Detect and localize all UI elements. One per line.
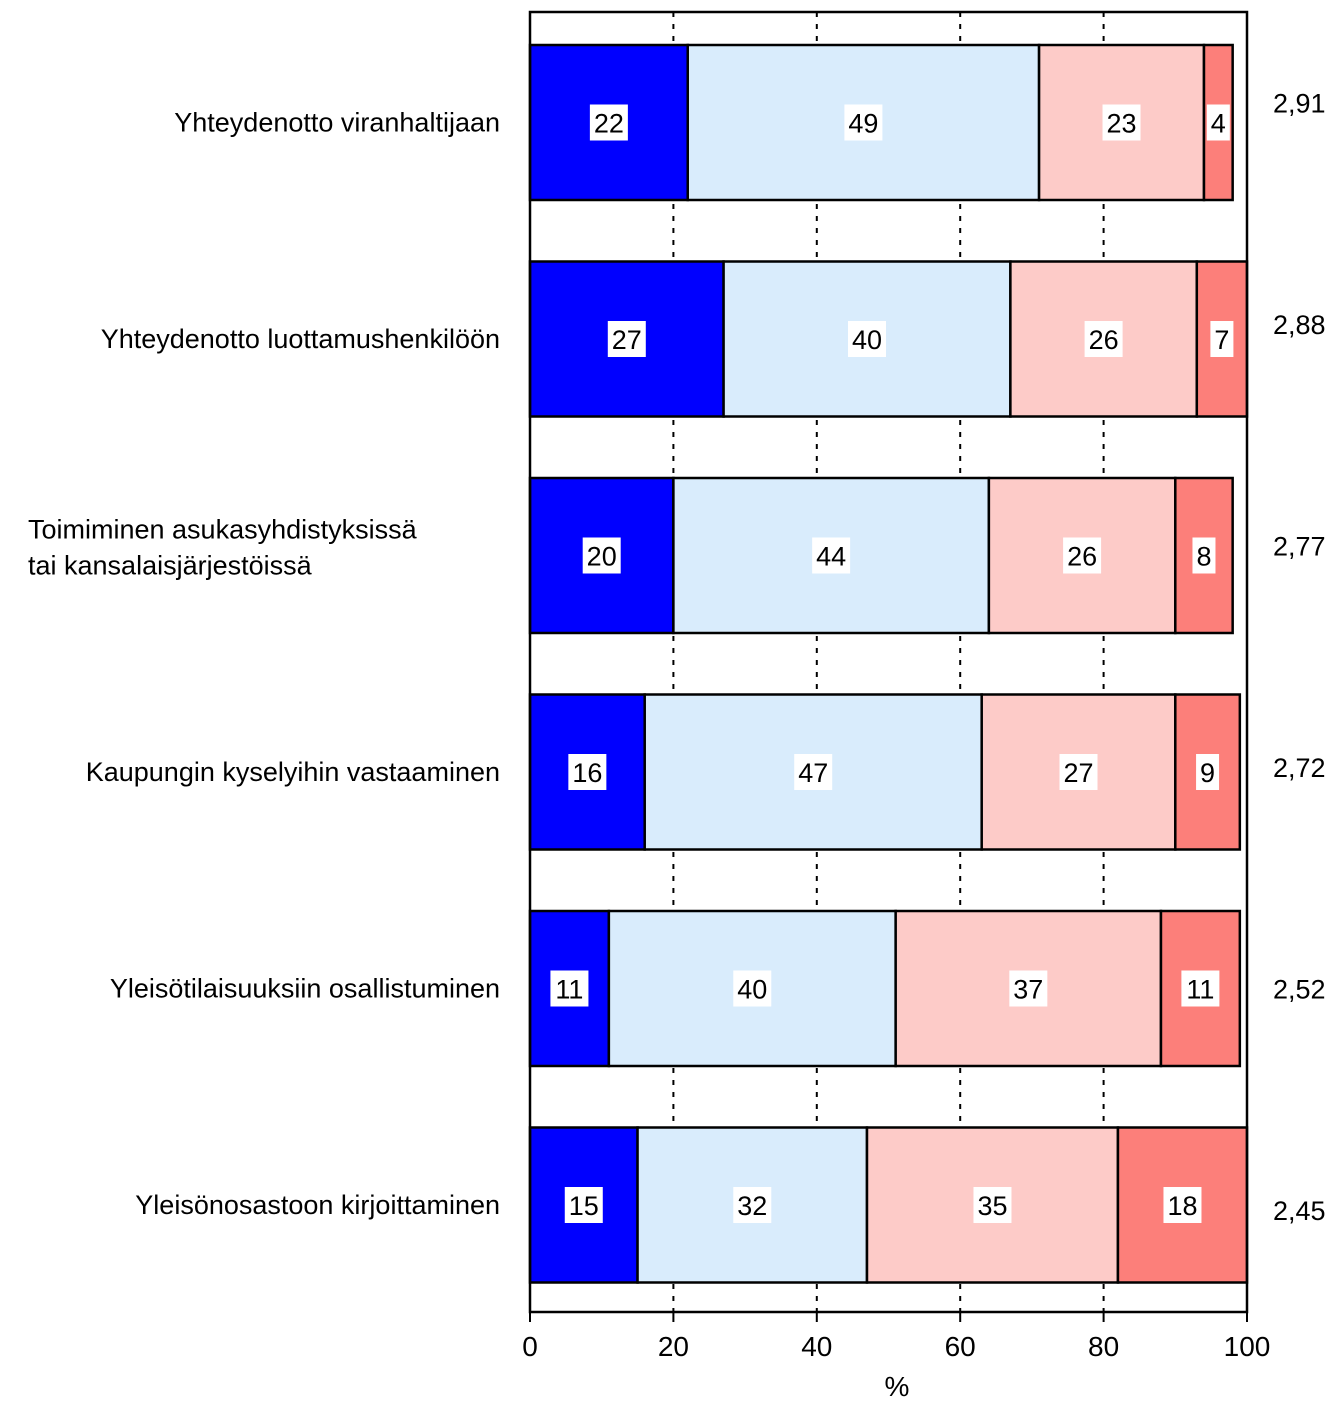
data-label-bg-5-0 (564, 1187, 603, 1223)
data-label-bg-5-1 (733, 1187, 772, 1223)
data-label-bg-3-3 (1196, 754, 1220, 790)
x-axis-title: % (885, 1371, 910, 1402)
data-label-bg-4-0 (550, 970, 589, 1007)
data-label-0-3: 4 (1211, 109, 1226, 139)
x-tick-label-20: 20 (658, 1331, 689, 1362)
data-label-2-0: 20 (587, 542, 617, 572)
x-axis: 0 20 40 60 80 100 (522, 1312, 1270, 1362)
category-label-1: Yhteydenotto luottamushenkilöön (101, 324, 500, 354)
plot-frame (528, 10, 1249, 1314)
score-labels: 2,91 2,88 2,77 2,72 2,52 2,45 (1273, 89, 1326, 1227)
data-label-2-2: 26 (1067, 542, 1097, 572)
score-label-1: 2,88 (1273, 310, 1326, 340)
data-label-bg-4-1 (733, 970, 772, 1007)
data-label-bg-4-2 (1009, 970, 1048, 1007)
data-label-3-2: 27 (1063, 758, 1093, 788)
data-label-5-3: 18 (1167, 1191, 1197, 1221)
gridlines (672, 12, 1105, 1312)
data-label-1-1: 40 (852, 325, 882, 355)
score-label-4: 2,52 (1273, 975, 1326, 1005)
score-label-5: 2,45 (1273, 1196, 1326, 1226)
data-label-0-1: 49 (848, 109, 878, 139)
data-label-3-0: 16 (572, 758, 602, 788)
data-label-3-1: 47 (798, 758, 828, 788)
score-label-3: 2,72 (1273, 753, 1326, 783)
data-label-bg-1-3 (1210, 321, 1234, 357)
category-label-0: Yhteydenotto viranhaltijaan (174, 108, 500, 138)
category-label-2-line-0: Toimiminen asukasyhdistyksissä (28, 515, 418, 545)
x-tick-label-60: 60 (945, 1331, 976, 1362)
category-labels: Yhteydenotto viranhaltijaan Yhteydenotto … (28, 108, 500, 1221)
x-tick-label-80: 80 (1088, 1331, 1119, 1362)
data-label-4-1: 40 (737, 975, 767, 1005)
data-label-0-0: 22 (594, 109, 624, 139)
data-label-bg-3-2 (1059, 754, 1098, 790)
data-label-0-2: 23 (1107, 109, 1137, 139)
data-label-bg-1-1 (847, 321, 886, 357)
data-label-bg-5-3 (1163, 1187, 1202, 1223)
data-label-bg-0-2 (1102, 104, 1141, 141)
data-label-1-2: 26 (1089, 325, 1119, 355)
bars: 22 49 23 4 27 40 26 7 20 44 26 8 16 47 27 9 11 40 37 11 15 32… (528, 43, 1249, 1284)
data-label-bg-2-2 (1063, 537, 1102, 574)
data-label-bg-2-1 (812, 537, 851, 574)
data-label-4-0: 11 (555, 975, 583, 1005)
data-label-3-3: 9 (1200, 758, 1215, 788)
data-label-bg-2-3 (1192, 537, 1216, 574)
data-label-4-3: 11 (1186, 975, 1214, 1005)
data-label-5-2: 35 (977, 1191, 1007, 1221)
data-label-bg-3-1 (794, 754, 833, 790)
category-label-5: Yleisönosastoon kirjoittaminen (135, 1190, 500, 1220)
data-label-bg-3-0 (568, 754, 607, 790)
data-label-bg-0-3 (1206, 104, 1230, 141)
x-tick-label-40: 40 (801, 1331, 832, 1362)
data-label-5-0: 15 (569, 1191, 599, 1221)
score-label-0: 2,91 (1273, 89, 1326, 119)
data-label-bg-2-0 (582, 537, 621, 574)
data-label-2-1: 44 (816, 542, 846, 572)
data-label-bg-0-0 (589, 104, 628, 141)
data-label-bg-1-2 (1084, 321, 1123, 357)
category-label-4: Yleisötilaisuuksiin osallistuminen (110, 974, 500, 1004)
data-label-bg-1-0 (607, 321, 646, 357)
data-label-bg-5-2 (973, 1187, 1012, 1223)
category-label-3: Kaupungin kyselyihin vastaaminen (86, 757, 500, 787)
x-tick-label-100: 100 (1224, 1331, 1271, 1362)
data-label-bg-0-1 (844, 104, 883, 141)
data-label-1-0: 27 (612, 325, 642, 355)
data-label-4-2: 37 (1013, 975, 1043, 1005)
score-label-2: 2,77 (1273, 532, 1326, 562)
x-tick-label-0: 0 (522, 1331, 538, 1362)
data-label-bg-4-3 (1181, 970, 1220, 1007)
data-label-5-1: 32 (737, 1191, 767, 1221)
data-label-2-3: 8 (1196, 542, 1211, 572)
data-label-1-3: 7 (1214, 325, 1229, 355)
category-label-2-line-1: tai kansalaisjärjestöissä (28, 551, 313, 581)
